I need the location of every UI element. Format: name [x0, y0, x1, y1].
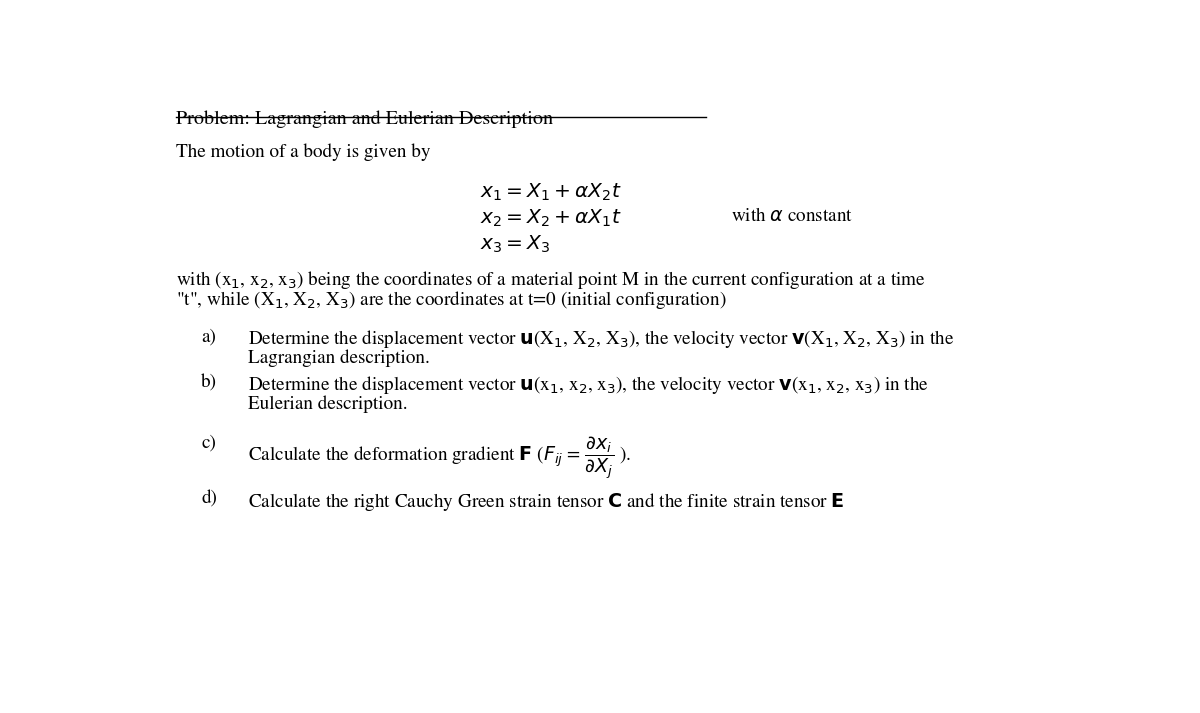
Text: a): a) — [202, 328, 216, 345]
Text: d): d) — [202, 491, 217, 508]
Text: Determine the displacement vector $\mathbf{u}$(x$_1$, x$_2$, x$_3$), the velocit: Determine the displacement vector $\math… — [247, 374, 929, 396]
Text: Lagrangian description.: Lagrangian description. — [247, 349, 430, 366]
Text: "t", while (X$_1$, X$_2$, X$_3$) are the coordinates at t=0 (initial configurati: "t", while (X$_1$, X$_2$, X$_3$) are the… — [176, 289, 726, 312]
Text: Calculate the right Cauchy Green strain tensor $\mathbf{C}$ and the finite strai: Calculate the right Cauchy Green strain … — [247, 491, 845, 513]
Text: Calculate the deformation gradient $\mathbf{F}$ ($F_{ij}$ = $\dfrac{\partial x_i: Calculate the deformation gradient $\mat… — [247, 434, 631, 481]
Text: $x_2 = X_2 + \alpha X_1 t$: $x_2 = X_2 + \alpha X_1 t$ — [480, 207, 622, 229]
Text: c): c) — [202, 434, 216, 451]
Text: with (x$_1$, x$_2$, x$_3$) being the coordinates of a material point M in the cu: with (x$_1$, x$_2$, x$_3$) being the coo… — [176, 269, 925, 291]
Text: The motion of a body is given by: The motion of a body is given by — [176, 143, 431, 161]
Text: Eulerian description.: Eulerian description. — [247, 395, 407, 413]
Text: b): b) — [202, 374, 217, 391]
Text: with $\alpha$ constant: with $\alpha$ constant — [731, 207, 853, 225]
Text: Determine the displacement vector $\mathbf{u}$(X$_1$, X$_2$, X$_3$), the velocit: Determine the displacement vector $\math… — [247, 328, 954, 350]
Text: $x_1 = X_1 + \alpha X_2 t$: $x_1 = X_1 + \alpha X_2 t$ — [480, 182, 622, 203]
Text: Problem: Lagrangian and Eulerian Description: Problem: Lagrangian and Eulerian Descrip… — [176, 111, 553, 128]
Text: $x_3 = X_3$: $x_3 = X_3$ — [480, 233, 551, 255]
